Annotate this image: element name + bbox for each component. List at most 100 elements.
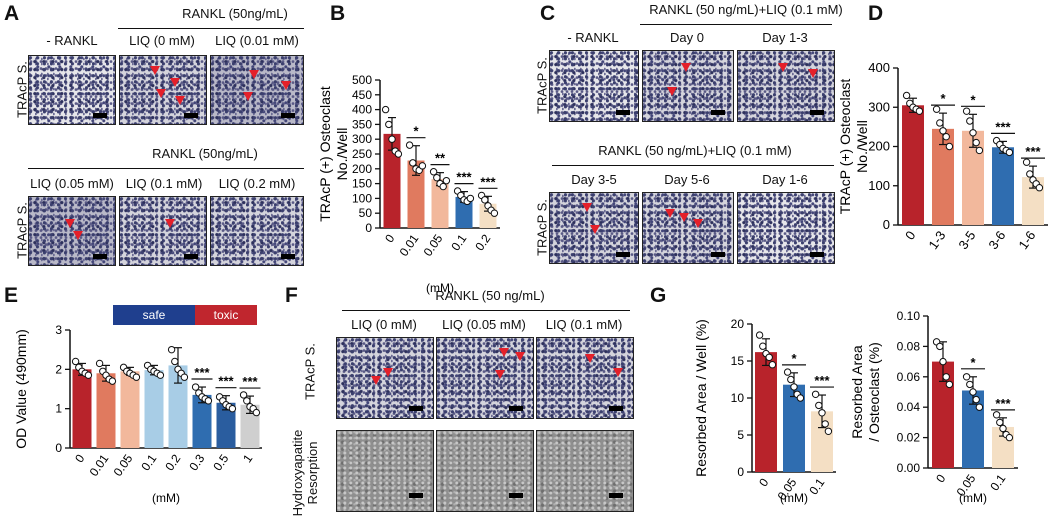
data-point <box>787 375 795 384</box>
data-point <box>1035 184 1044 192</box>
data-point <box>385 120 393 129</box>
micrograph-a-liq-02 <box>210 196 304 266</box>
scale-bar <box>281 254 295 259</box>
data-point <box>942 132 950 141</box>
micrograph-c-day-0 <box>642 50 734 122</box>
data-point <box>765 353 773 361</box>
x-tick-label: 0.1 <box>987 471 1008 493</box>
x-axis-label: (mM) <box>152 491 180 505</box>
data-point <box>796 394 805 402</box>
data-point <box>999 424 1007 433</box>
red-arrow-icon <box>165 219 175 228</box>
y-tick-label: 450 <box>352 88 372 102</box>
data-point <box>969 129 977 137</box>
significance-mark: *** <box>218 374 234 389</box>
y-tick-label: 3 <box>55 323 62 337</box>
y-tick-label: 350 <box>352 117 372 131</box>
panel-a-cond-3: LIQ (0.01 mM) <box>215 33 299 48</box>
bar-0 <box>755 352 777 472</box>
data-point <box>388 135 396 143</box>
resorption-image-liq-005 <box>436 430 534 512</box>
red-arrow-icon <box>249 70 259 79</box>
red-arrow-icon <box>243 92 253 101</box>
micrograph-f-liq-01 <box>536 337 634 419</box>
panel-f-row1-label: TRAcP S. <box>302 343 318 400</box>
y-axis-label-line2: No./Well <box>334 128 350 181</box>
data-point <box>821 420 829 428</box>
y-axis-label: OD Value (490mm) <box>13 329 29 449</box>
red-arrow-icon <box>693 219 703 228</box>
bar-0.05 <box>783 384 805 472</box>
red-arrow-icon <box>667 87 677 96</box>
data-point <box>962 373 971 381</box>
significance-mark: *** <box>480 174 496 189</box>
data-point <box>972 138 980 147</box>
bar-0.2 <box>168 365 188 448</box>
panel-c-row-label-bottom: TRAcP S. <box>534 199 550 256</box>
data-point <box>418 162 427 170</box>
x-tick-label: 0.2 <box>162 451 183 473</box>
data-point <box>783 368 792 376</box>
y-tick-label: 5 <box>737 428 744 442</box>
x-tick-label: 3-5 <box>955 228 978 252</box>
safe-label: safe <box>142 308 166 322</box>
significance-mark: *** <box>995 396 1011 411</box>
red-arrow-icon <box>582 203 592 212</box>
y-tick-label: 150 <box>352 177 372 191</box>
data-point <box>409 159 417 167</box>
data-point <box>433 173 441 182</box>
data-point <box>439 182 447 191</box>
data-point <box>180 373 189 381</box>
data-point <box>790 383 798 391</box>
data-point <box>228 404 237 413</box>
x-axis-label: (mM) <box>426 281 454 295</box>
micrograph-a-no-rankl <box>28 55 116 125</box>
micrograph-f-liq-005 <box>436 337 534 419</box>
data-point <box>204 397 213 405</box>
data-point <box>815 401 823 410</box>
data-point <box>902 91 911 100</box>
bar-0.01 <box>96 373 116 448</box>
data-point <box>915 107 924 115</box>
y-tick-label: 300 <box>352 132 372 146</box>
bar-0.5 <box>216 402 236 448</box>
scale-bar <box>93 113 107 118</box>
data-point <box>243 397 251 405</box>
significance-mark: *** <box>456 170 472 185</box>
scale-bar <box>509 493 523 498</box>
y-tick-label: 400 <box>352 103 372 117</box>
panel-f-row2-label-line1: Hydroxyapatite <box>290 429 305 517</box>
data-point <box>71 357 80 366</box>
resorption-image-liq-01 <box>536 430 634 512</box>
y-axis-label-line2: / Osteoclast (%) <box>866 342 882 442</box>
x-tick-label: 0 <box>902 228 918 243</box>
red-arrow-icon <box>613 368 623 377</box>
data-point <box>108 377 117 385</box>
scale-bar <box>810 252 824 257</box>
bar-0.05 <box>120 371 140 448</box>
x-axis-label: (mM) <box>780 491 808 505</box>
bar-0 <box>383 133 401 228</box>
data-point <box>818 409 826 417</box>
chart-b: 0501001502002503003504004505000*0.01**0.… <box>318 73 500 295</box>
significance-mark: ** <box>435 151 446 166</box>
micrograph-a-liq-005 <box>28 196 116 266</box>
x-axis-label: (mM) <box>959 491 987 505</box>
panel-c-cond-3: Day 1-3 <box>762 30 808 45</box>
data-point <box>252 408 261 417</box>
y-tick-label: 300 <box>868 99 890 114</box>
red-arrow-icon <box>499 348 509 357</box>
red-arrow-icon <box>150 66 160 75</box>
panel-c-cond-2: Day 0 <box>670 30 704 45</box>
significance-mark: *** <box>194 365 210 380</box>
data-point <box>466 194 475 203</box>
x-tick-label: 1-3 <box>925 228 948 252</box>
y-tick-label: 250 <box>352 147 372 161</box>
panel-a-bottom-heading: RANKL (50ng/mL) <box>152 146 258 161</box>
data-point <box>975 146 984 155</box>
panel-c-cond-5: Day 5-6 <box>664 172 710 187</box>
data-point <box>239 391 248 399</box>
data-point <box>1005 148 1014 157</box>
